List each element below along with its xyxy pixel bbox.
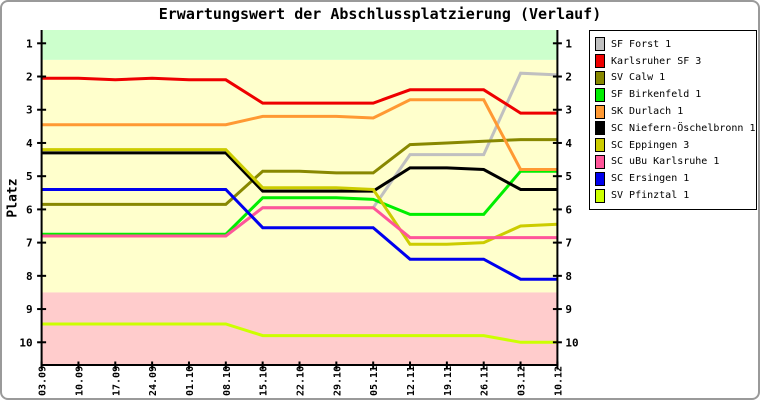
series-line-sc-eppingen-3 — [41, 148, 558, 246]
legend-label: SV Pfinztal 1 — [611, 190, 690, 202]
series-line-karlsruher-sf-3 — [41, 76, 558, 115]
series-line-sc-ersingen-1 — [41, 188, 558, 281]
y-tick-label-left: 3 — [26, 104, 33, 117]
band-middle-zone — [41, 59, 558, 293]
x-tick-label: 01.10 — [185, 366, 196, 396]
x-tick-label: 29.10 — [332, 366, 343, 396]
legend-item-sk-durlach-1: SK Durlach 1 — [593, 103, 753, 120]
legend-item-sv-pfinztal-1: SV Pfinztal 1 — [593, 187, 753, 204]
y-tick-label-right: 6 — [565, 203, 572, 216]
x-tick-label: 12.11 — [406, 366, 417, 396]
legend-swatch-icon — [595, 87, 605, 102]
legend-item-sc-eppingen-3: SC Eppingen 3 — [593, 137, 753, 154]
y-tick-label-left: 4 — [26, 137, 33, 150]
y-tick-label-left: 10 — [19, 336, 32, 349]
legend-item-sv-calw-1: SV Calw 1 — [593, 70, 753, 87]
y-tick-label-left: 7 — [26, 237, 33, 250]
x-tick-label: 26.11 — [480, 366, 491, 396]
legend-swatch-icon — [595, 171, 605, 186]
legend-label: SC Ersingen 1 — [611, 173, 690, 185]
legend-item-sf-forst-1: SF Forst 1 — [593, 36, 753, 53]
series-line-sc-niefern-schelbronn-1 — [41, 151, 558, 193]
y-tick-label-left: 5 — [26, 170, 33, 183]
y-tick-label-left: 1 — [26, 37, 33, 50]
y-tick-label-left: 9 — [26, 303, 33, 316]
y-tick-label-left: 6 — [26, 203, 33, 216]
series-line-sf-birkenfeld-1 — [41, 169, 558, 236]
legend: SF Forst 1 Karlsruher SF 3 SV Calw 1 SF Bir… — [589, 30, 757, 210]
band-relegation-zone — [41, 292, 558, 365]
legend-label: Karlsruher SF 3 — [611, 55, 702, 67]
x-tick-label: 03.09 — [38, 366, 49, 396]
series-line-sc-ubu-karlsruhe-1 — [41, 206, 558, 240]
series-line-sv-calw-1 — [41, 138, 558, 206]
y-tick-label-right: 2 — [565, 71, 572, 84]
legend-label: SC Niefern-Öschelbronn 1 — [611, 122, 756, 134]
x-tick-label: 24.09 — [148, 366, 159, 396]
legend-item-sc-niefern-schelbronn-1: SC Niefern-Öschelbronn 1 — [593, 120, 756, 137]
y-tick-label-right: 5 — [565, 170, 572, 183]
legend-label: SC Eppingen 3 — [611, 139, 690, 151]
x-tick-label: 03.12 — [517, 366, 528, 396]
series-line-sk-durlach-1 — [41, 98, 558, 171]
y-tick-label-right: 1 — [565, 37, 572, 50]
legend-item-karlsruher-sf-3: Karlsruher SF 3 — [593, 53, 753, 70]
y-tick-label-right: 9 — [565, 303, 572, 316]
legend-label: SF Birkenfeld 1 — [611, 89, 702, 101]
legend-swatch-icon — [595, 37, 605, 52]
legend-label: SF Forst 1 — [611, 38, 672, 50]
legend-item-sf-birkenfeld-1: SF Birkenfeld 1 — [593, 86, 753, 103]
y-tick-label-left: 8 — [26, 270, 33, 283]
legend-swatch-icon — [595, 138, 605, 153]
x-tick-label: 08.10 — [222, 366, 233, 396]
legend-label: SC uBu Karlsruhe 1 — [611, 156, 720, 168]
band-promotion-zone — [41, 30, 558, 60]
chart-title: Erwartungswert der Abschlussplatzierung … — [158, 5, 602, 23]
legend-label: SV Calw 1 — [611, 72, 666, 84]
legend-swatch-icon — [595, 54, 605, 69]
legend-swatch-icon — [595, 104, 605, 119]
legend-swatch-icon — [595, 70, 605, 85]
y-tick-label-right: 8 — [565, 270, 572, 283]
x-tick-label: 15.10 — [259, 366, 270, 396]
x-tick-label: 05.11 — [369, 366, 380, 396]
x-tick-label: 17.09 — [111, 366, 122, 396]
legend-swatch-icon — [595, 121, 605, 136]
x-tick-label: 10.09 — [74, 366, 85, 396]
legend-swatch-icon — [595, 154, 605, 169]
y-tick-label-left: 2 — [26, 71, 33, 84]
x-tick-label: 22.10 — [296, 366, 307, 396]
legend-item-sc-ersingen-1: SC Ersingen 1 — [593, 170, 753, 187]
legend-label: SK Durlach 1 — [611, 106, 684, 118]
series-line-sv-pfinztal-1 — [41, 322, 558, 344]
y-tick-label-right: 4 — [565, 137, 572, 150]
legend-swatch-icon — [595, 188, 605, 203]
x-tick-label: 19.11 — [443, 366, 454, 396]
y-tick-label-right: 3 — [565, 104, 572, 117]
y-tick-label-right: 10 — [565, 336, 578, 349]
legend-item-sc-ubu-karlsruhe-1: SC uBu Karlsruhe 1 — [593, 154, 753, 171]
y-tick-label-right: 7 — [565, 237, 572, 250]
x-tick-label: 10.12 — [553, 366, 564, 396]
